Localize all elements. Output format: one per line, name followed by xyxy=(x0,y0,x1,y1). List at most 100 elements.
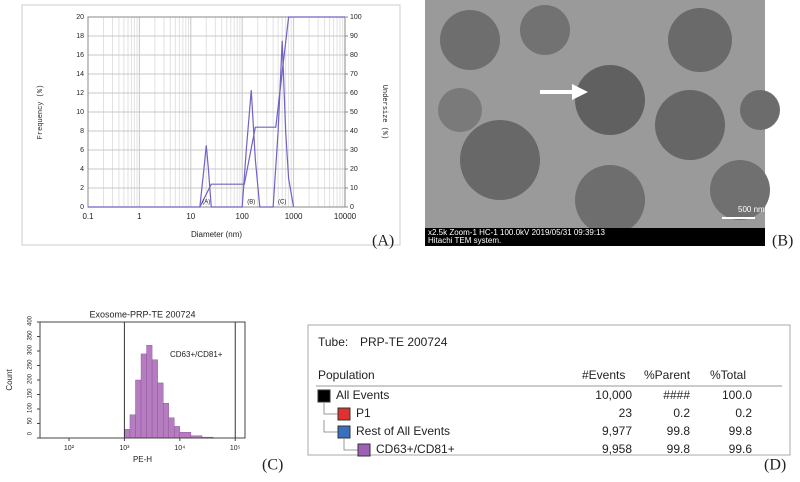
cell-value: 99.8 xyxy=(729,424,753,438)
population-name: All Events xyxy=(336,388,389,402)
x-tick-label: 10⁵ xyxy=(230,445,241,452)
y-tick-label: 10 xyxy=(76,109,84,116)
population-name: P1 xyxy=(356,406,371,420)
tube-name: PRP-TE 200724 xyxy=(360,335,448,349)
population-swatch xyxy=(337,425,351,439)
y2-tick-label: 30 xyxy=(350,147,358,154)
tree-line xyxy=(323,402,338,415)
y-tick-label: 150 xyxy=(28,388,34,399)
population-swatch xyxy=(337,407,351,421)
population-name: Rest of All Events xyxy=(356,424,450,438)
y-tick-label: 18 xyxy=(76,33,84,40)
population-name: CD63+/CD81+ xyxy=(376,442,455,456)
y2-tick-label: 40 xyxy=(350,128,358,135)
plot-frame xyxy=(39,321,246,439)
x-tick-label: 1000 xyxy=(285,212,303,221)
tem-system: Hitachi TEM system. xyxy=(428,236,501,245)
chart-title: Exosome-PRP-TE 200724 xyxy=(89,309,195,319)
y-tick-label: 50 xyxy=(28,417,34,424)
series-line xyxy=(88,16,345,208)
cell-value: 100.0 xyxy=(722,388,752,402)
scale-label: 500 nm xyxy=(738,205,765,214)
y-axis-label: Count xyxy=(5,369,14,391)
y-axis-label: Frequency (%) xyxy=(37,85,45,140)
y2-tick-label: 0 xyxy=(350,204,354,211)
hist-bar xyxy=(140,353,147,439)
y-tick-label: 0 xyxy=(80,204,84,211)
y2-tick-label: 70 xyxy=(350,71,358,78)
y-tick-label: 300 xyxy=(28,344,34,355)
cell-value: 99.6 xyxy=(729,442,753,456)
peak-label: (C) xyxy=(278,200,286,206)
column-header: %Total xyxy=(710,368,746,382)
x-tick-label: 10⁴ xyxy=(174,445,185,452)
series-line xyxy=(199,40,295,208)
y-tick-label: 400 xyxy=(28,315,34,326)
column-header: %Parent xyxy=(644,368,691,382)
hist-bar xyxy=(157,382,164,439)
peak-label: (A) xyxy=(202,200,210,206)
hist-bar xyxy=(124,429,131,439)
cell-value: 99.8 xyxy=(667,424,691,438)
tem-image xyxy=(425,0,780,246)
cell-value: 9,958 xyxy=(602,442,632,456)
panel-label: (D) xyxy=(764,457,786,474)
x-tick-label: 0.1 xyxy=(82,212,94,221)
y-tick-label: 250 xyxy=(28,359,34,370)
x-tick-label: 100 xyxy=(236,212,250,221)
y-tick-label: 4 xyxy=(80,166,84,173)
panel-label: (A) xyxy=(372,233,394,250)
y-tick-label: 350 xyxy=(28,330,34,341)
cell-value: 23 xyxy=(619,406,633,420)
cell-value: 9,977 xyxy=(602,424,632,438)
y-tick-label: 16 xyxy=(76,52,84,59)
y2-axis-label: Undersize (%) xyxy=(380,85,388,140)
peak-label: (B) xyxy=(247,200,255,206)
cell-value: 10,000 xyxy=(595,388,632,402)
y2-tick-label: 100 xyxy=(350,14,362,21)
population-swatch xyxy=(317,389,331,403)
hist-bar xyxy=(168,417,175,439)
x-axis-label: Diameter (nm) xyxy=(191,230,242,239)
hist-bar xyxy=(135,379,142,439)
hist-bar xyxy=(174,426,181,439)
cell-value: #### xyxy=(663,388,690,402)
population-swatch xyxy=(357,443,371,457)
y2-tick-label: 60 xyxy=(350,90,358,97)
cell-value: 0.2 xyxy=(673,406,690,420)
tree-line xyxy=(343,438,358,451)
y-tick-label: 8 xyxy=(80,128,84,135)
panel-label: (B) xyxy=(772,233,793,250)
x-tick-label: 10 xyxy=(186,212,195,221)
tree-line xyxy=(323,420,338,433)
y-tick-label: 20 xyxy=(76,14,84,21)
y-tick-label: 14 xyxy=(76,71,84,78)
y-tick-label: 6 xyxy=(80,147,84,154)
column-header: Population xyxy=(318,368,375,382)
y2-tick-label: 90 xyxy=(350,33,358,40)
y-tick-label: 100 xyxy=(28,402,34,413)
cell-value: 0.2 xyxy=(735,406,752,420)
tem-caption: x2.5k Zoom-1 HC-1 100.0kV 2019/05/31 09:… xyxy=(428,228,606,237)
y-tick-label: 200 xyxy=(28,373,34,384)
hist-bar xyxy=(162,403,169,439)
x-tick-label: 10000 xyxy=(334,212,357,221)
y2-tick-label: 80 xyxy=(350,52,358,59)
y-tick-label: 2 xyxy=(80,185,84,192)
gate-label: CD63+/CD81+ xyxy=(170,350,223,359)
y-tick-label: 12 xyxy=(76,90,84,97)
hist-bar xyxy=(129,414,136,439)
hist-bar xyxy=(179,432,192,439)
y2-tick-label: 50 xyxy=(350,109,358,116)
tube-label: Tube: xyxy=(318,335,348,349)
x-tick-label: 10² xyxy=(64,445,75,452)
x-axis-label: PE-H xyxy=(133,455,152,464)
x-tick-label: 10³ xyxy=(119,445,130,452)
y2-tick-label: 10 xyxy=(350,185,358,192)
cell-value: 99.8 xyxy=(667,442,691,456)
hist-bar xyxy=(146,345,153,439)
hist-bar xyxy=(151,359,158,439)
x-tick-label: 1 xyxy=(137,212,142,221)
panel-label: (C) xyxy=(262,457,283,474)
